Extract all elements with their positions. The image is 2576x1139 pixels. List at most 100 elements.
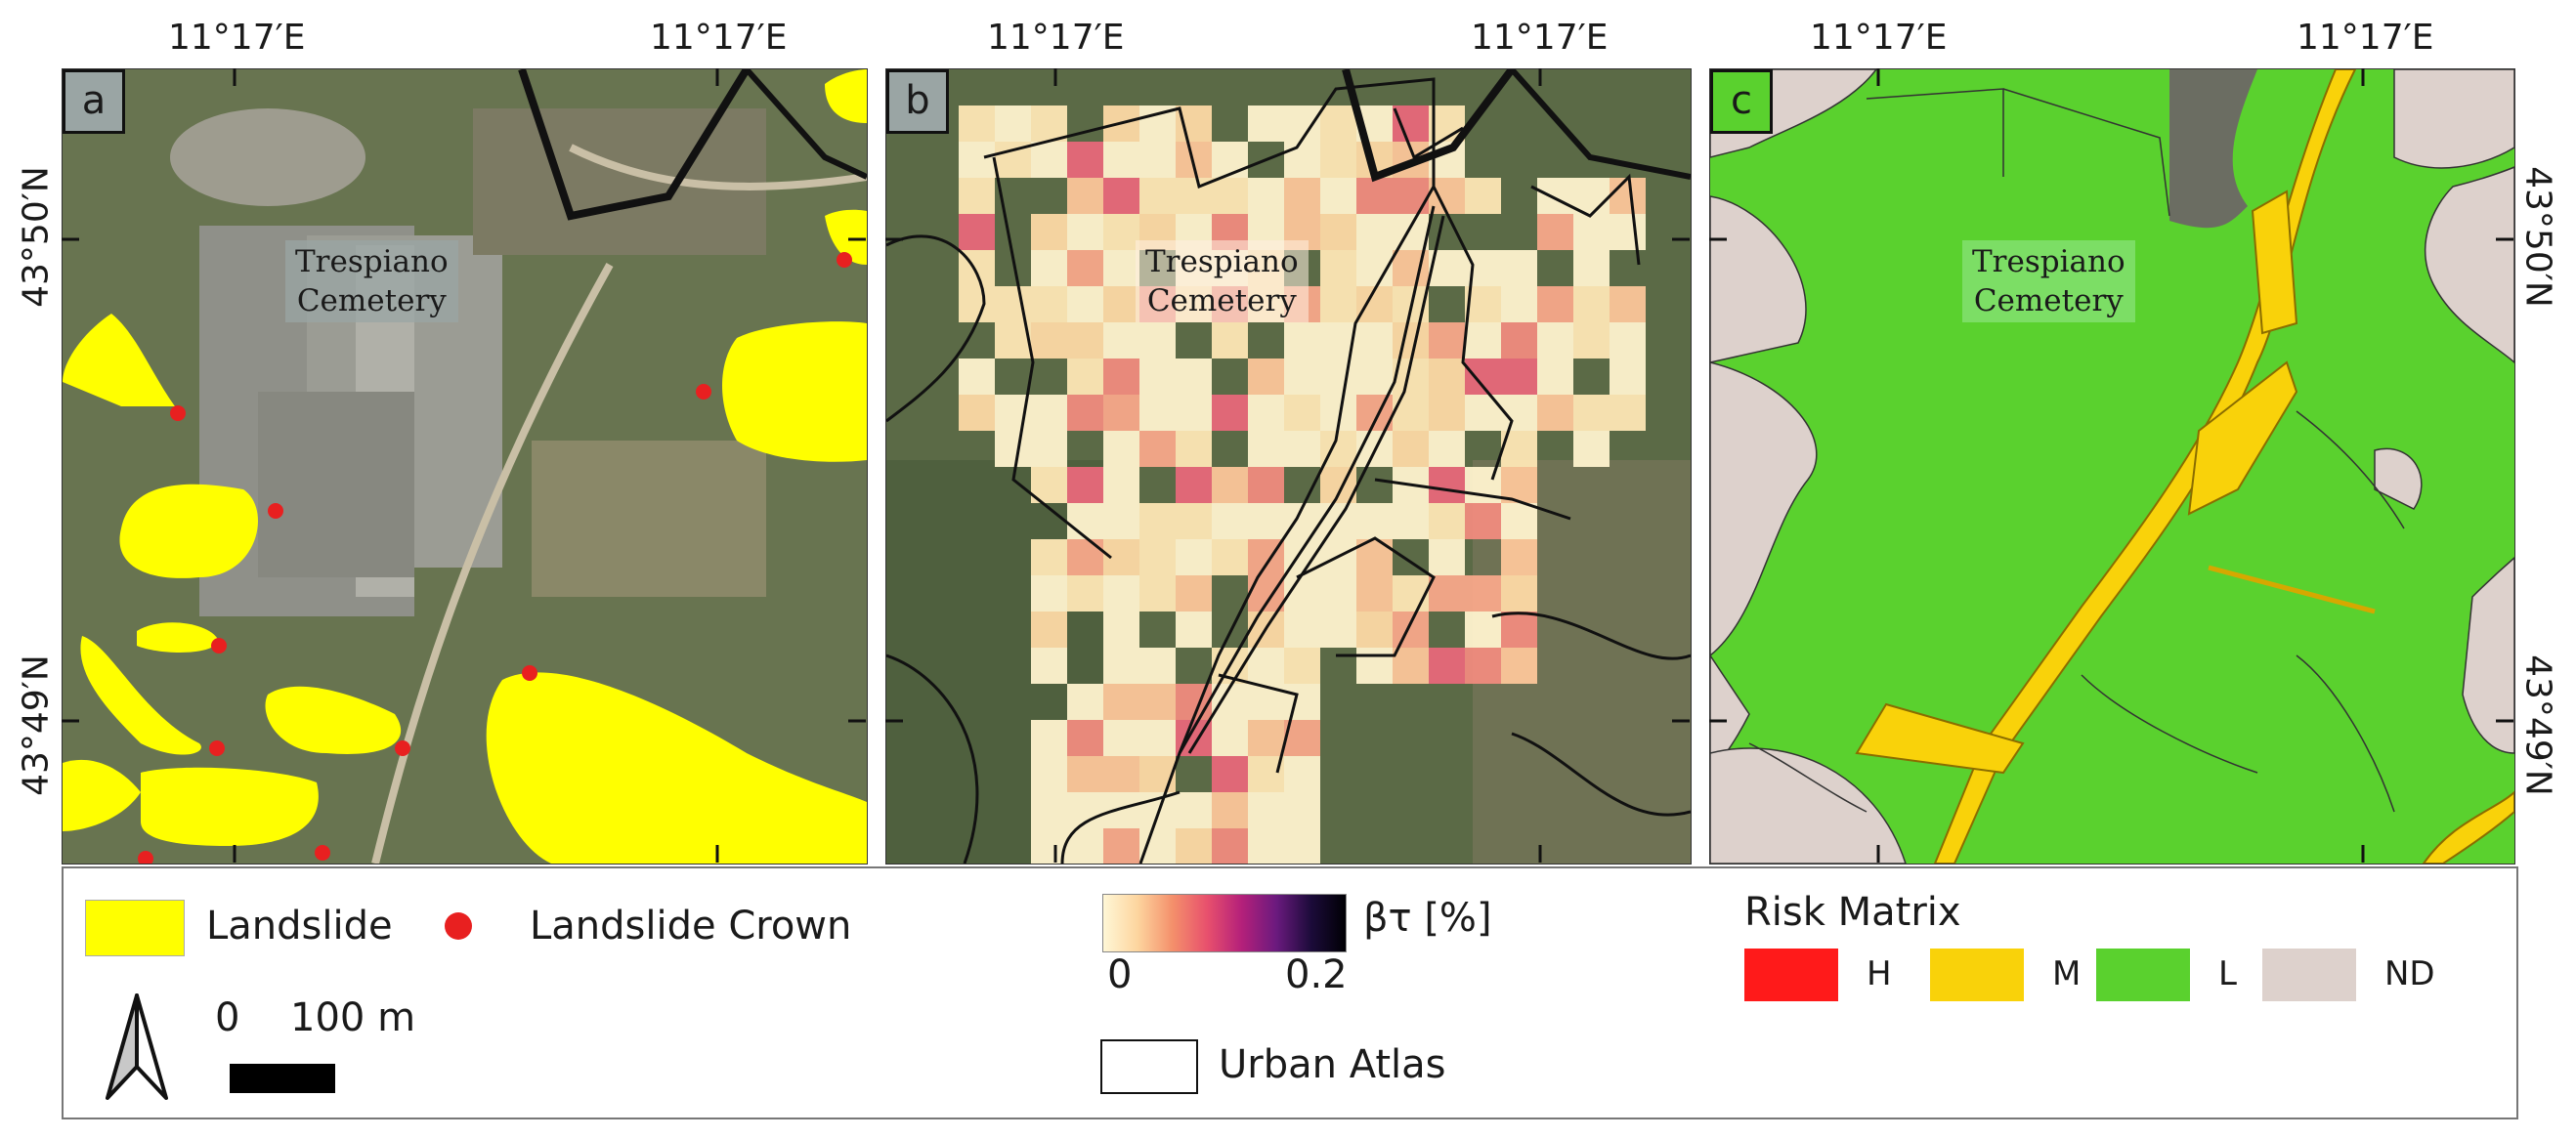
panel-label-a: a xyxy=(63,69,125,134)
landslide-crown-marker xyxy=(209,740,225,756)
heatmap-cell xyxy=(1176,539,1212,575)
landslide-crown-marker xyxy=(138,851,153,864)
heatmap-cell xyxy=(1103,720,1139,756)
heatmap-cells xyxy=(959,105,1646,864)
heatmap-cell xyxy=(1212,828,1248,864)
heatmap-cell xyxy=(1320,250,1356,286)
heatmap-cell xyxy=(1501,250,1537,286)
place-label-line2: Cemetery xyxy=(1146,283,1297,318)
lon-label-a2: 11°17′E xyxy=(650,18,788,58)
heatmap-cell xyxy=(1356,612,1393,648)
heatmap-cell xyxy=(1393,431,1429,467)
heatmap-cell xyxy=(1393,648,1429,684)
heatmap-cell xyxy=(959,395,995,431)
heatmap-cell xyxy=(1393,178,1429,214)
lon-label-b1: 11°17′E xyxy=(987,18,1125,58)
landslide-polygon xyxy=(63,314,175,406)
heatmap-cell xyxy=(1356,178,1393,214)
heatmap-cell xyxy=(959,178,995,214)
heatmap-cell xyxy=(1031,612,1067,648)
map-panel-a[interactable]: a Trespiano Cemetery xyxy=(62,68,868,865)
heatmap-cell xyxy=(1465,178,1501,214)
heatmap-cell xyxy=(1501,539,1537,575)
heatmap-cell xyxy=(1212,792,1248,828)
heatmap-cell xyxy=(1103,286,1139,322)
heatmap-cell xyxy=(1465,575,1501,612)
heatmap-cell xyxy=(1103,575,1139,612)
landslide-polygon xyxy=(722,321,867,462)
heatmap-cell xyxy=(1103,467,1139,503)
heatmap-cell xyxy=(1465,322,1501,359)
heatmap-cell xyxy=(1320,105,1356,142)
heatmap-cell xyxy=(1067,178,1103,214)
heatmap-cell xyxy=(1284,105,1320,142)
heatmap-cell xyxy=(1537,359,1573,395)
place-label-c: Trespiano Cemetery xyxy=(1962,240,2135,322)
landslide-polygon xyxy=(80,636,201,755)
heatmap-cell xyxy=(1393,105,1429,142)
landslide-crown-marker xyxy=(211,638,227,654)
beta-max-label: 0.2 xyxy=(1285,952,1348,997)
heatmap-cell xyxy=(1103,612,1139,648)
heatmap-cell xyxy=(1610,322,1646,359)
heatmap-cell xyxy=(1103,142,1139,178)
heatmap-cell xyxy=(1429,359,1465,395)
heatmap-cell xyxy=(1610,359,1646,395)
risk-label-h: H xyxy=(1867,954,1892,993)
heatmap-cell xyxy=(1393,322,1429,359)
heatmap-cell xyxy=(1320,286,1356,322)
heatmap-cell xyxy=(1139,720,1176,756)
medium-risk-areas xyxy=(1855,69,2514,864)
place-label-line1: Trespiano xyxy=(1972,244,2125,279)
heatmap-cell xyxy=(1573,322,1610,359)
heatmap-cell xyxy=(1103,395,1139,431)
crown-legend-label: Landslide Crown xyxy=(530,904,852,949)
heatmap-cell xyxy=(959,105,995,142)
heatmap-cell xyxy=(1067,503,1103,539)
heatmap-cell xyxy=(959,359,995,395)
heatmap-cell xyxy=(1103,359,1139,395)
heatmap-cell xyxy=(1465,359,1501,395)
landslide-polygon xyxy=(825,209,867,265)
heatmap-cell xyxy=(1393,575,1429,612)
risk-swatch-h xyxy=(1744,949,1838,1001)
heatmap-cell xyxy=(1176,503,1212,539)
heatmap-cell xyxy=(1067,756,1103,792)
landslide-polygon xyxy=(141,767,319,846)
heatmap-cell xyxy=(1610,178,1646,214)
heatmap-cell xyxy=(1031,250,1067,286)
map-panel-b[interactable]: b Trespiano Cemetery xyxy=(885,68,1692,865)
heatmap-cell xyxy=(1031,756,1067,792)
heatmap-cell xyxy=(1573,395,1610,431)
place-label-line1: Trespiano xyxy=(295,244,449,279)
heatmap-cell xyxy=(1284,431,1320,467)
heatmap-cell xyxy=(1031,105,1067,142)
heatmap-cell xyxy=(1465,503,1501,539)
lat-label-right-lower: 43°49′N xyxy=(2517,654,2558,796)
landslide-crown-marker xyxy=(837,252,852,268)
lat-label-left-upper: 43°50′N xyxy=(16,166,57,308)
heatmap-cell xyxy=(1501,503,1537,539)
aerial-landslide-map xyxy=(63,69,867,864)
heatmap-cell xyxy=(1067,286,1103,322)
heatmap-cell xyxy=(1284,359,1320,395)
heatmap-cell xyxy=(1248,178,1284,214)
heatmap-cell xyxy=(1501,648,1537,684)
heatmap-cell xyxy=(1067,214,1103,250)
lon-label-c1: 11°17′E xyxy=(1810,18,1948,58)
heatmap-cell xyxy=(1429,322,1465,359)
urban-atlas-swatch xyxy=(1100,1039,1198,1094)
heatmap-cell xyxy=(1320,359,1356,395)
heatmap-cell xyxy=(1284,612,1320,648)
beta-label: βτ [%] xyxy=(1363,896,1492,941)
heatmap-cell xyxy=(1067,539,1103,575)
heatmap-cell xyxy=(1031,214,1067,250)
heatmap-cell xyxy=(1139,648,1176,684)
heatmap-cell xyxy=(1248,105,1284,142)
map-panel-c[interactable]: c Trespiano Cemetery xyxy=(1709,68,2515,865)
heatmap-cell xyxy=(1212,467,1248,503)
heatmap-cell xyxy=(1320,575,1356,612)
heatmap-cell xyxy=(1501,575,1537,612)
heatmap-cell xyxy=(1212,395,1248,431)
heatmap-cell xyxy=(1139,684,1176,720)
